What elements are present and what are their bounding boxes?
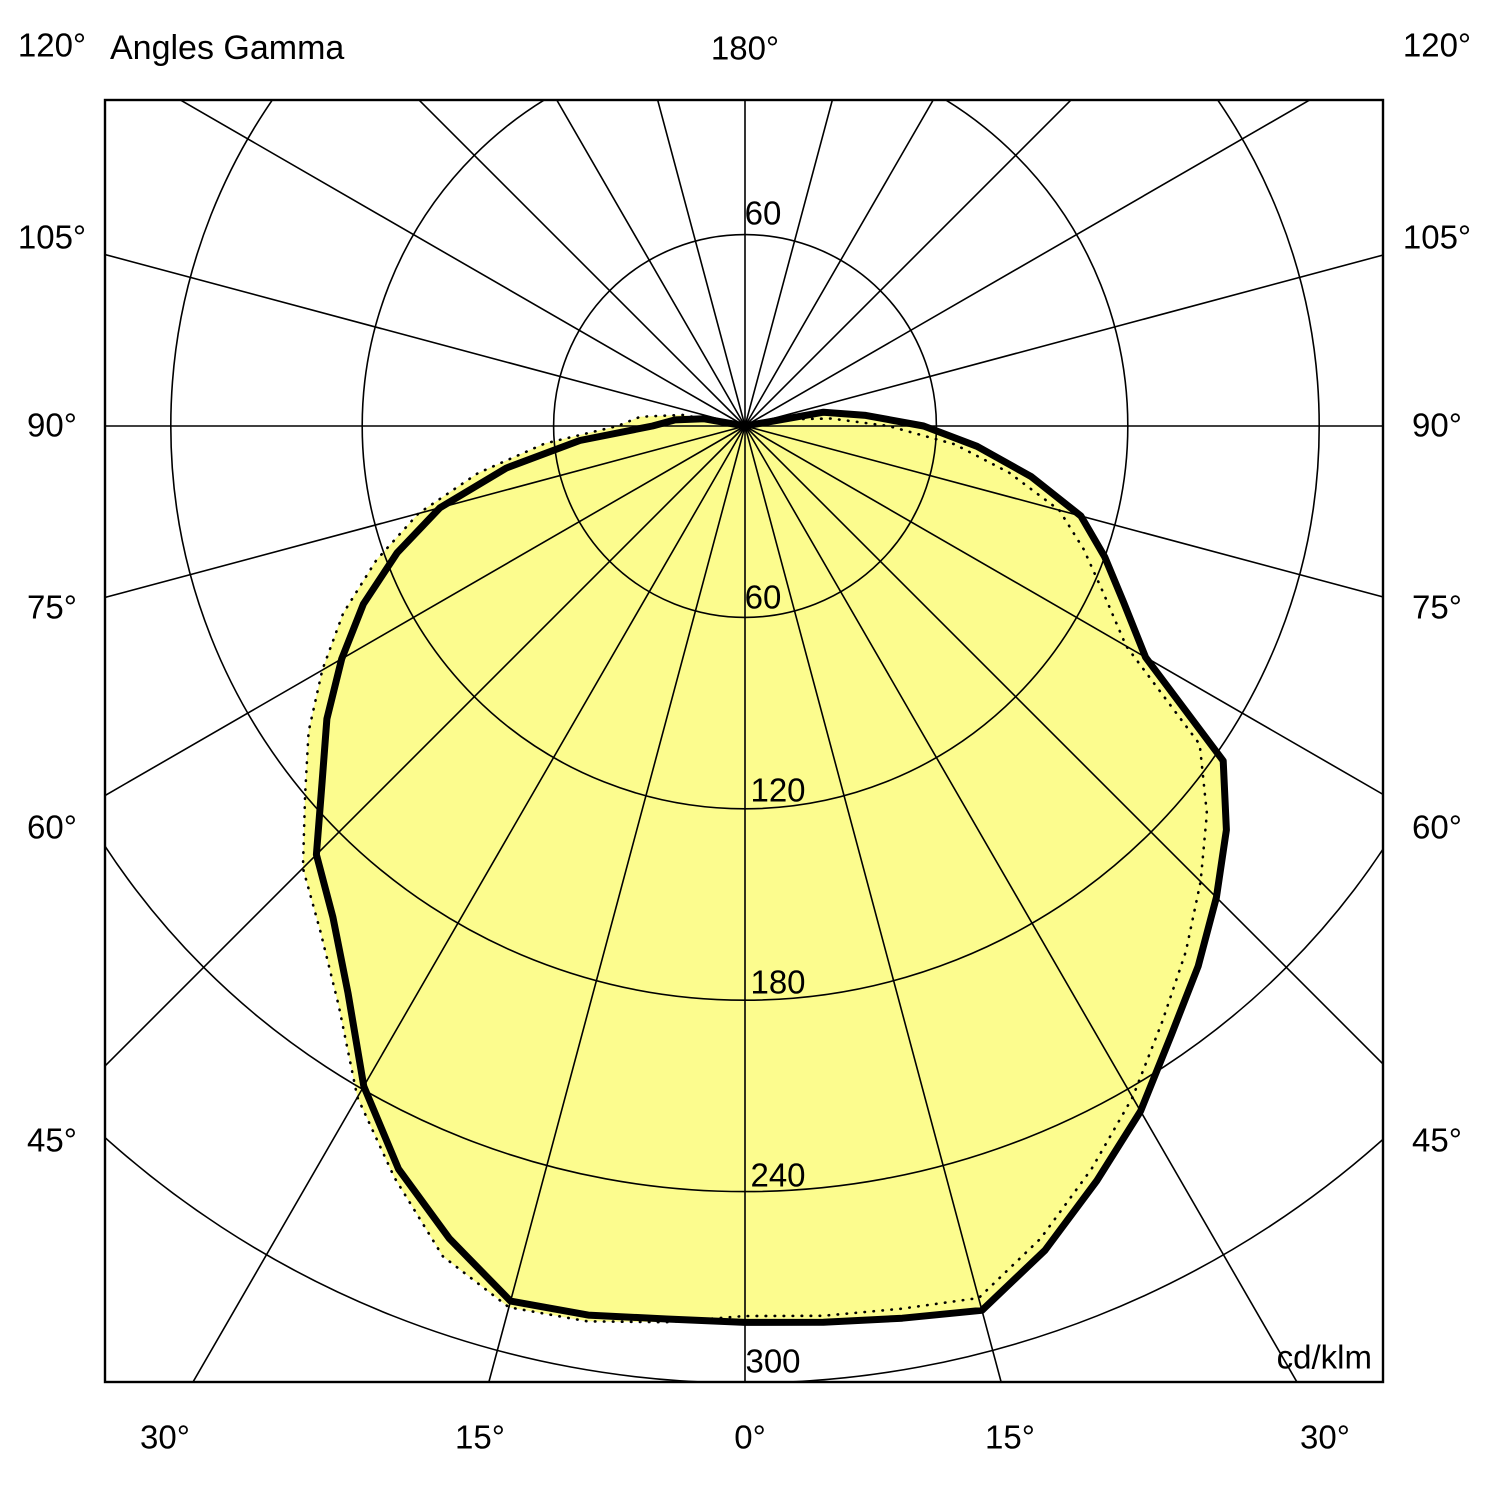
gamma-line-315 [105,425,746,1068]
gamma-line-300 [105,425,746,797]
angle-label-left-90: 90° [27,406,77,444]
gamma-line-60 [744,425,1383,796]
gamma-line-30 [744,425,1298,1382]
angle-label-left-45: 45° [27,1121,77,1159]
angle-label-top-180: 180° [710,29,780,67]
angle-label-corner-right-120: 120° [1402,26,1472,64]
ring-value-label-60-1: 60 [744,578,782,616]
angle-label-right-90: 90° [1412,406,1462,444]
angle-label-bottom-3: 15° [985,1418,1035,1456]
ring-value-label-300-5: 300 [745,1342,801,1380]
gamma-line-45 [744,425,1383,1066]
gamma-line-195 [656,100,746,427]
gamma-line-285 [105,425,746,599]
angle-label-right-45: 45° [1412,1121,1462,1159]
plot-frame [103,98,1385,1384]
gamma-line-75 [744,425,1383,598]
ring-value-label-60-0: 60 [744,194,782,232]
gamma-line-330 [192,425,746,1382]
chart-title: Angles Gamma [110,29,345,67]
ring-value-label-240-4: 240 [750,1156,806,1194]
gamma-line-165 [744,100,834,427]
gamma-line-135 [744,100,1073,427]
gamma-line-240 [178,100,746,427]
ring-value-label-120-2: 120 [750,771,806,809]
angle-label-bottom-2: 0° [734,1418,766,1456]
angle-label-corner-left-120: 120° [17,26,87,64]
gamma-line-345 [488,425,746,1382]
gamma-line-150 [744,100,935,427]
gamma-line-105 [744,254,1383,427]
angle-label-right-60: 60° [1412,808,1462,846]
unit-label: cd/klm [1276,1338,1372,1376]
angle-label-bottom-0: 30° [140,1418,190,1456]
angle-label-right-75: 75° [1412,588,1462,626]
ring-value-label-180-3: 180 [750,963,806,1001]
angle-label-right-105: 105° [1402,218,1472,256]
distribution-fill [302,412,1227,1323]
angle-label-bottom-4: 30° [1300,1418,1350,1456]
angle-label-left-75: 75° [27,588,77,626]
angle-label-left-105: 105° [17,218,87,256]
gamma-line-15 [744,425,1002,1382]
gamma-line-120 [744,100,1312,427]
curve-solid [312,408,1230,1326]
gamma-line-210 [555,100,746,427]
angle-label-bottom-1: 15° [455,1418,505,1456]
curve-dotted [301,413,1209,1324]
angle-label-left-60: 60° [27,808,77,846]
gamma-line-255 [105,253,746,427]
gamma-line-225 [417,100,746,427]
